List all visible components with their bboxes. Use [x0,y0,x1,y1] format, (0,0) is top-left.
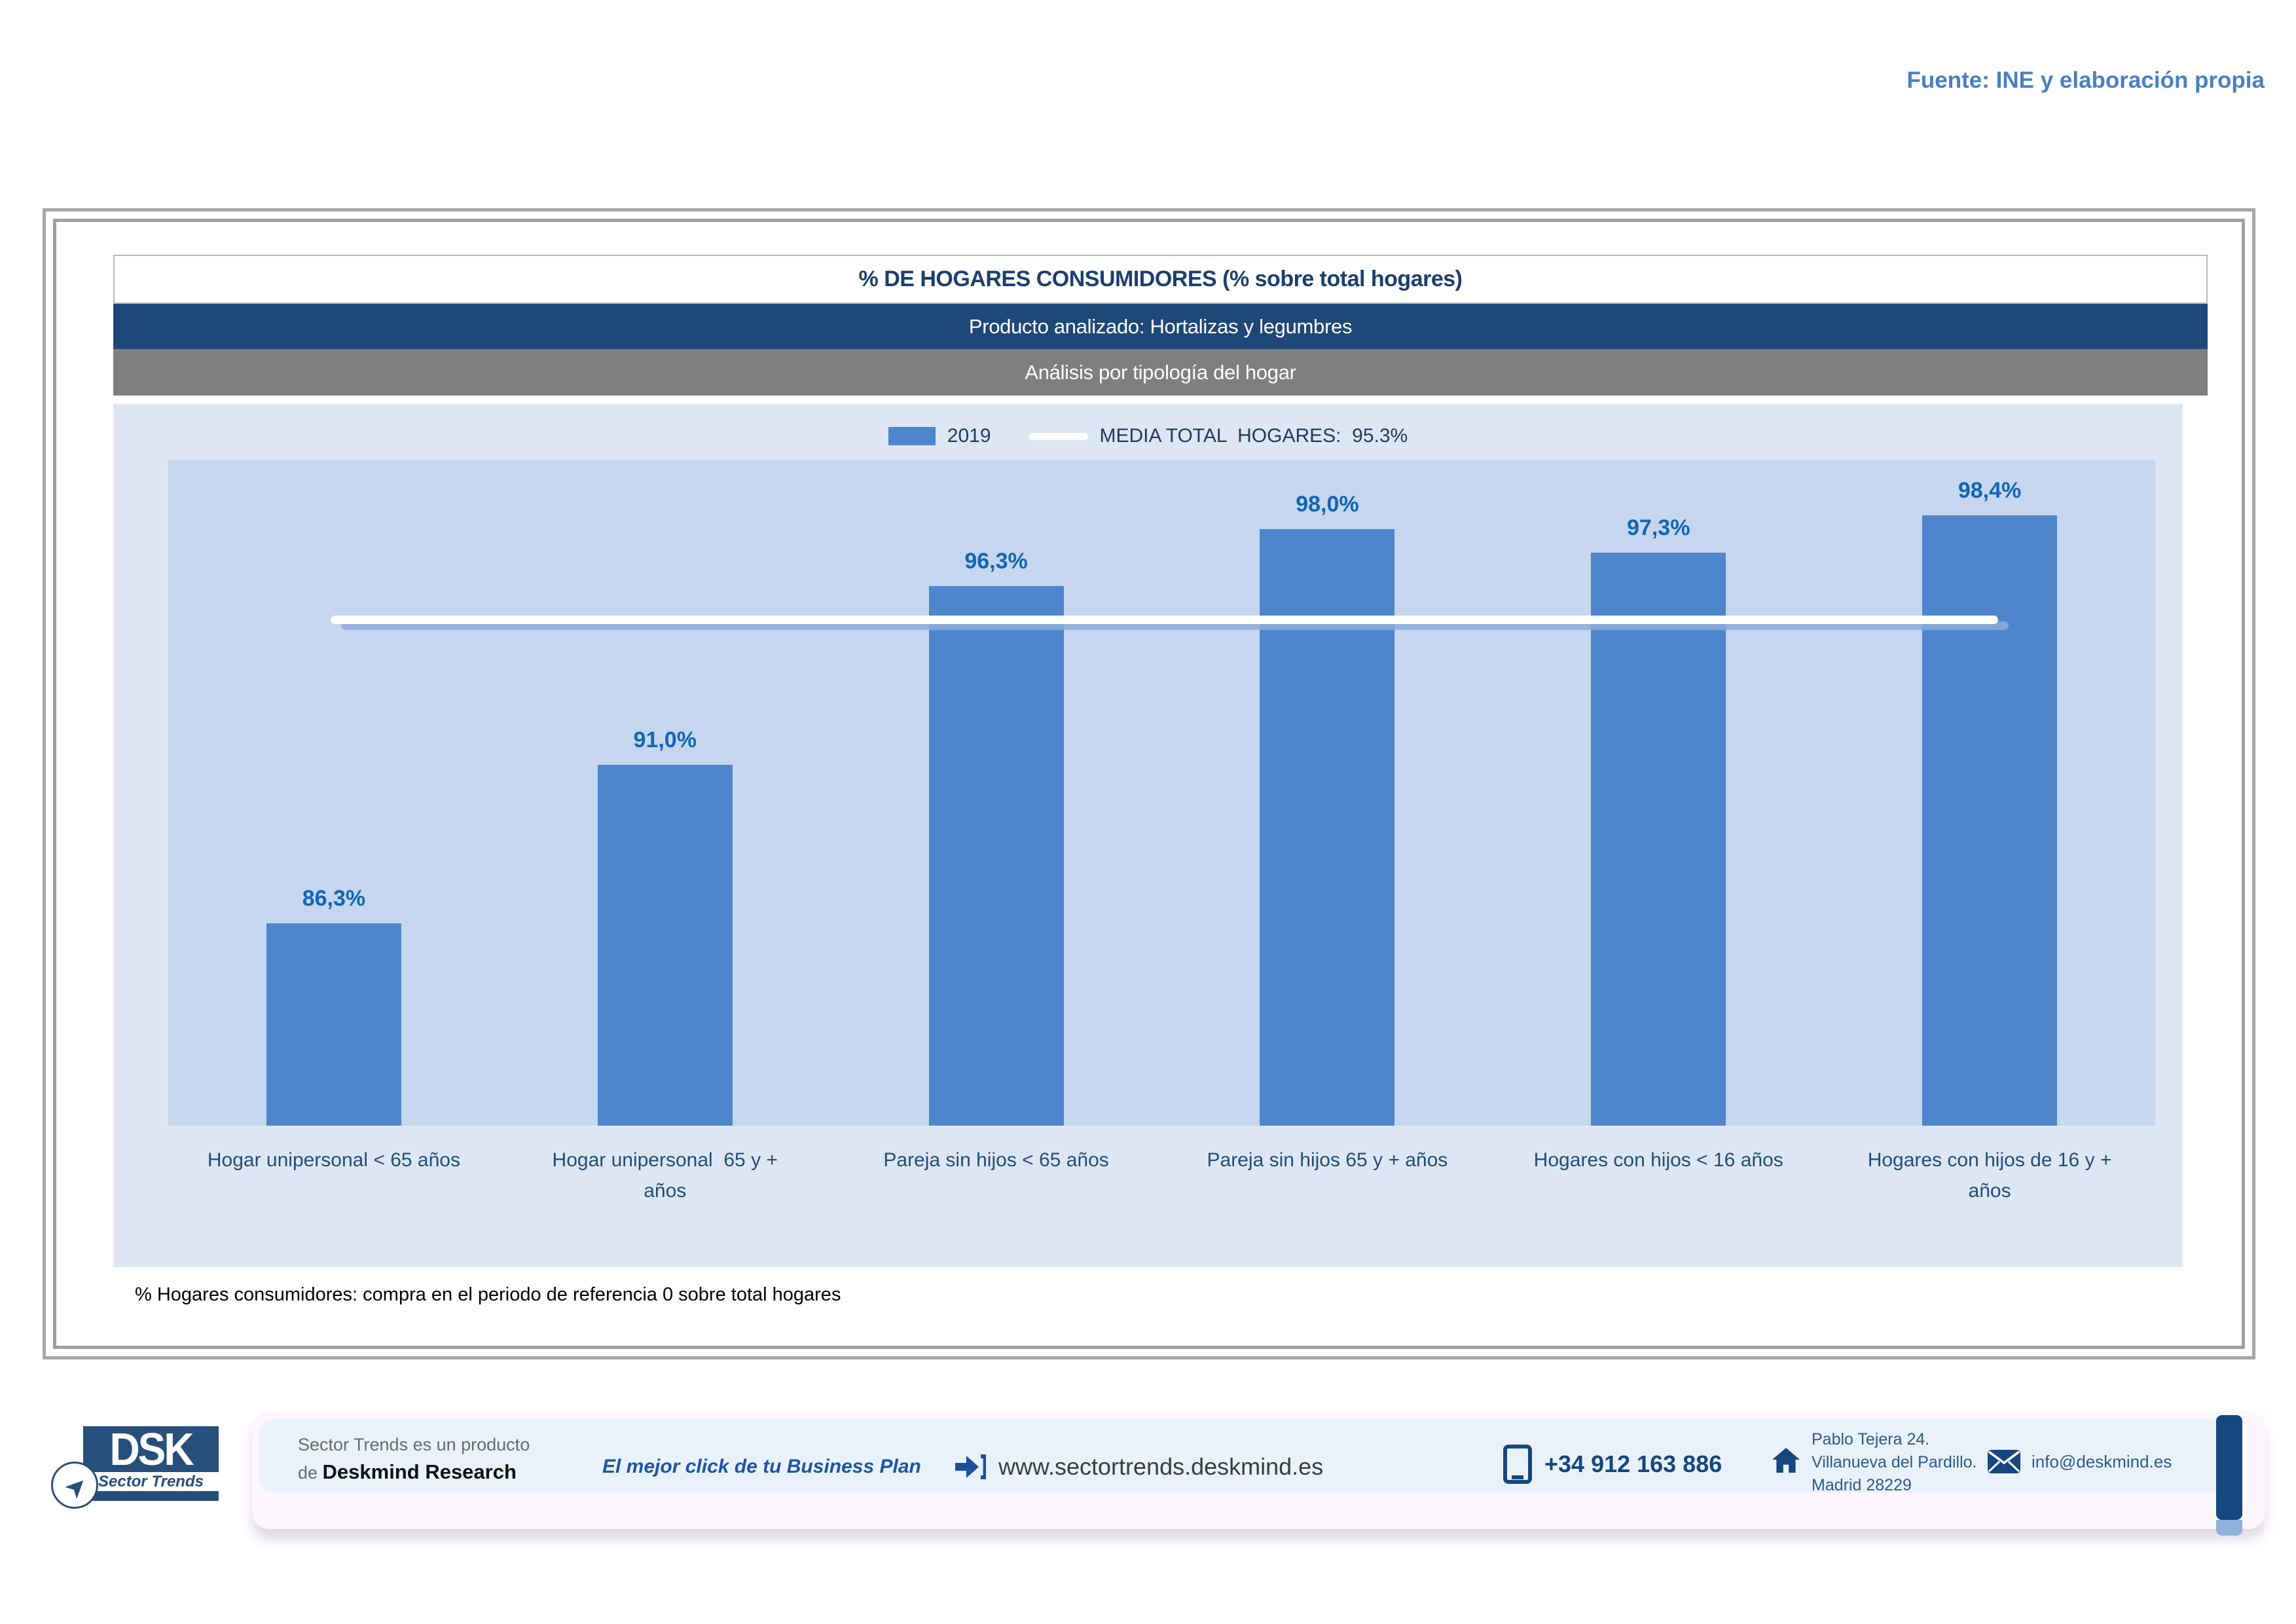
mean-line-label: MEDIA TOTAL HOGARES: 95.3% [1099,425,1408,447]
footer-email-group: info@deskmind.es [1987,1449,2172,1474]
brand-name: Deskmind Research [322,1460,517,1484]
bar-col-5: 97,3% [1493,460,1824,1126]
bar [928,586,1064,1126]
series-2019-swatch [888,427,936,445]
footer-edge-tab [2216,1415,2242,1520]
mean-total-line [331,615,1998,624]
bar-col-1: 86,3% [168,460,500,1126]
plot-area: 86,3% 91,0% 96,3% 98,0% [168,460,2155,1126]
paper-plane-icon: ➤ [51,1462,98,1509]
category-label: Hogar unipersonal < 65 años [207,1149,460,1171]
product-band: Producto analizado: Hortalizas y legumbr… [113,304,2208,349]
dsk-logo-strip [83,1491,219,1501]
sector-trends-band: Sector Trends [83,1472,219,1491]
bar [597,765,733,1126]
footer-website-group: www.sectortrends.deskmind.es [953,1449,1323,1485]
bar-series: 86,3% 91,0% 96,3% 98,0% [168,460,2155,1126]
footer-product-text: Sector Trends es un producto de Deskmind… [298,1432,530,1487]
report-frame: % DE HOGARES CONSUMIDORES (% sobre total… [43,208,2255,1359]
series-2019-label: 2019 [947,425,991,447]
email-address: info@deskmind.es [2032,1451,2172,1471]
bar [1922,515,2058,1126]
footer-slogan: El mejor click de tu Business Plan [602,1456,921,1477]
chart-header: % DE HOGARES CONSUMIDORES (% sobre total… [113,255,2208,396]
bar-col-2: 91,0% [500,460,831,1126]
website-url: www.sectortrends.deskmind.es [998,1453,1324,1480]
dsk-logo-box: DSK [83,1424,219,1475]
category-label: Hogar unipersonal 65 y + años [552,1149,778,1202]
chart-title: % DE HOGARES CONSUMIDORES (% sobre total… [113,255,2208,304]
bar-value-label: 97,3% [1627,515,1690,540]
product-line2: de Deskmind Research [298,1460,517,1484]
bar [1260,528,1395,1126]
dsk-sector-trends-logo: DSK Sector Trends ➤ [51,1424,221,1513]
footer-address-group: Pablo Tejera 24. Villanueva del Pardillo… [1771,1428,1977,1497]
chart-legend: 2019 MEDIA TOTAL HOGARES: 95.3% [115,425,2181,447]
category-label: Hogares con hijos < 16 años [1533,1149,1783,1171]
chart-footnote: % Hogares consumidores: compra en el per… [135,1284,841,1305]
home-icon [1771,1447,1801,1474]
bar [266,923,401,1126]
category-label: Hogares con hijos de 16 y + años [1867,1149,2112,1202]
bar-value-label: 96,3% [964,549,1028,574]
phone-icon [1503,1444,1533,1485]
mean-line-swatch [1029,432,1088,440]
bar-value-label: 91,0% [633,728,697,753]
category-label: Pareja sin hijos < 65 años [883,1149,1109,1171]
mail-icon [1987,1449,2021,1474]
product-line1: Sector Trends es un producto [298,1435,530,1454]
phone-number: +34 912 163 886 [1544,1450,1722,1477]
source-note: Fuente: INE y elaboración propia [1906,67,2265,93]
address-text: Pablo Tejera 24. Villanueva del Pardillo… [1812,1430,1977,1494]
analysis-band: Análisis por tipología del hogar [113,349,2208,396]
footer-edge-tab-stub [2216,1520,2242,1536]
footer-contact-strip [259,1419,2216,1492]
bar-value-label: 98,4% [1958,477,2022,503]
category-label: Pareja sin hijos 65 y + años [1207,1149,1448,1171]
bar [1591,552,1726,1126]
enter-arrow-icon [953,1449,988,1485]
bar-chart: 2019 MEDIA TOTAL HOGARES: 95.3% 86,3% 91… [113,404,2183,1267]
category-axis: Hogar unipersonal < 65 años Hogar uniper… [168,1145,2155,1206]
bar-value-label: 86,3% [302,886,366,912]
bar-col-4: 98,0% [1161,460,1493,1126]
footer-bar: Sector Trends es un producto de Deskmind… [252,1411,2265,1536]
bar-col-6: 98,4% [1824,460,2155,1126]
footer-phone-group: +34 912 163 886 [1503,1444,1722,1485]
report-frame-inner: % DE HOGARES CONSUMIDORES (% sobre total… [53,219,2245,1349]
bar-value-label: 98,0% [1296,491,1359,517]
bar-col-3: 96,3% [831,460,1162,1126]
